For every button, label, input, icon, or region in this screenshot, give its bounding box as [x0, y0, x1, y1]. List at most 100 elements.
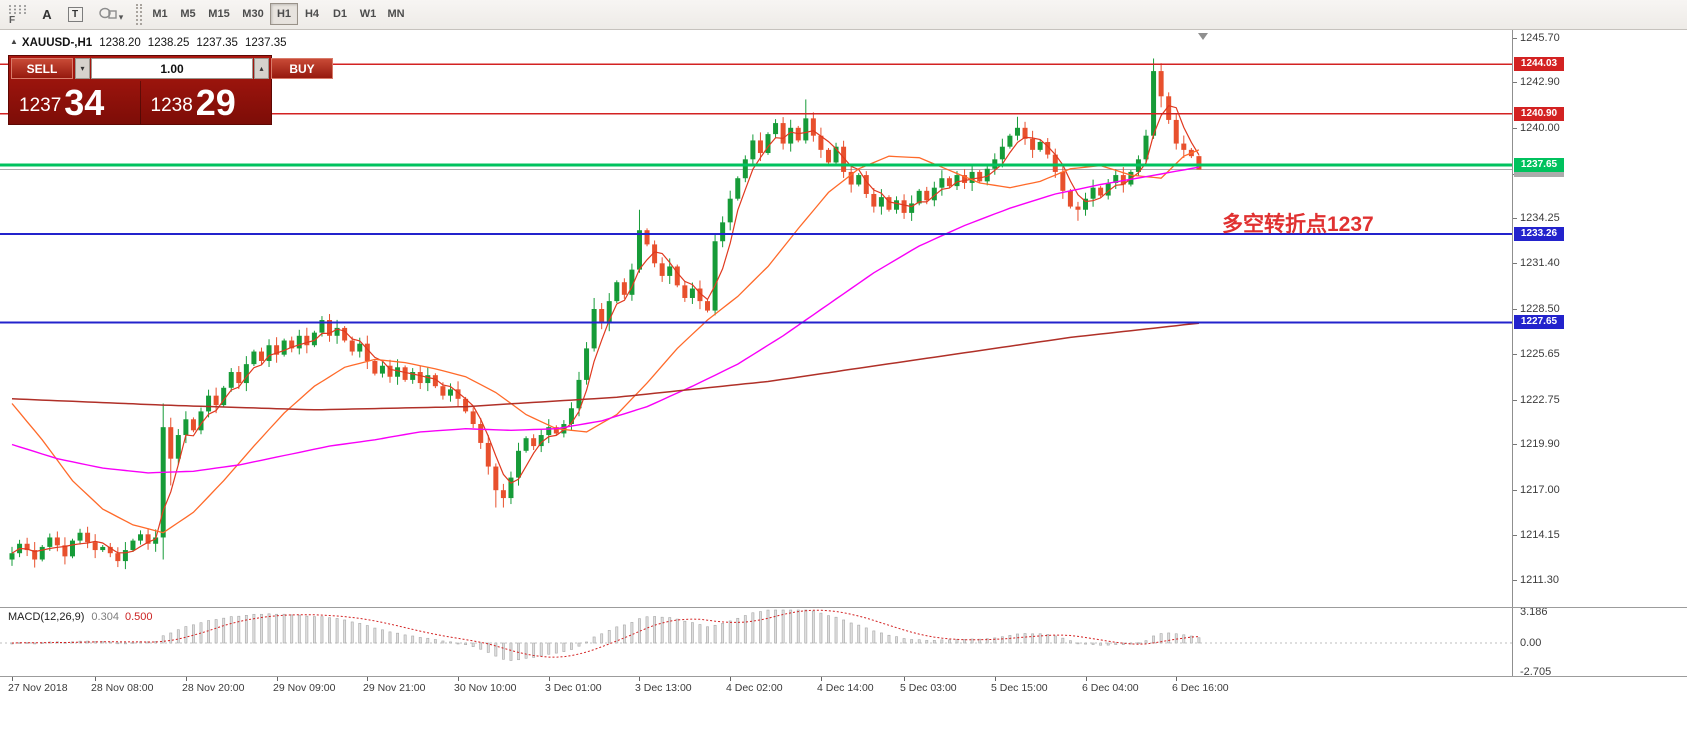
macd-signal-line	[11, 609, 1199, 658]
price-axis-label: 1231.40	[1520, 257, 1560, 269]
price-axis[interactable]: 1245.701242.901240.001237.101234.251231.…	[1512, 30, 1687, 678]
toolbar: F A T ▾ M1 M5 M15 M30 H1 H4 D1 W1 MN	[0, 0, 1687, 30]
time-axis-label: 28 Nov 08:00	[91, 682, 154, 694]
timeframe-m15[interactable]: M15	[202, 3, 236, 25]
price-axis-tick	[1513, 444, 1517, 445]
price-axis-label: 1242.90	[1520, 76, 1560, 88]
time-axis-tick	[1176, 677, 1177, 681]
timeframe-h4[interactable]: H4	[298, 3, 326, 25]
timeframe-w1[interactable]: W1	[354, 3, 382, 25]
time-axis-tick	[821, 677, 822, 681]
timeframe-d1[interactable]: D1	[326, 3, 354, 25]
price-tag: 1237.65	[1514, 158, 1564, 172]
shapes-tool-button[interactable]: ▾	[92, 3, 130, 25]
timeframe-m5[interactable]: M5	[174, 3, 202, 25]
time-axis-tick	[639, 677, 640, 681]
price-axis-label: 1217.00	[1520, 484, 1560, 496]
price-axis-tick	[1513, 263, 1517, 264]
price-chart-svg[interactable]	[0, 30, 1512, 608]
price-axis-tick	[1513, 82, 1517, 83]
chart-annotation-text[interactable]: 多空转折点1237	[1222, 213, 1374, 236]
text-frame-letter: T	[71, 8, 79, 20]
chart-window-icon: ▲	[10, 37, 18, 46]
ohlc-high: 1238.25	[147, 37, 190, 49]
time-axis-label: 6 Dec 16:00	[1172, 682, 1229, 694]
volume-input[interactable]	[91, 58, 253, 79]
time-axis-tick	[1086, 677, 1087, 681]
timeframe-mn[interactable]: MN	[382, 3, 410, 25]
timeframe-h1[interactable]: H1	[270, 3, 298, 25]
time-axis-tick	[12, 677, 13, 681]
symbol-period-label: XAUUSD-,H1	[21, 37, 93, 49]
text-tool-button[interactable]: A	[36, 3, 58, 25]
crosshair-tool-button[interactable]	[4, 2, 32, 17]
macd-histogram	[10, 609, 1201, 661]
price-axis-label: 1234.25	[1520, 212, 1560, 224]
time-axis-label: 29 Nov 09:00	[273, 682, 336, 694]
ma-slow-darkred	[11, 322, 1199, 411]
time-axis[interactable]: 27 Nov 2018 28 Nov 08:00 28 Nov 20:00 29 No…	[0, 677, 1687, 703]
ma-magenta	[11, 166, 1200, 474]
volume-increase-button[interactable]: ▴	[254, 58, 269, 79]
ohlc-low: 1237.35	[196, 37, 238, 49]
time-axis-tick	[549, 677, 550, 681]
time-axis-label: 28 Nov 20:00	[182, 682, 245, 694]
timeframe-m1[interactable]: M1	[146, 3, 174, 25]
price-axis-label: 1222.75	[1520, 394, 1560, 406]
macd-axis-label: -2.705	[1520, 666, 1552, 678]
time-axis-tick	[458, 677, 459, 681]
ask-pips: 29	[195, 82, 236, 124]
trade-buttons-row: SELL ▾ ▴ BUY	[9, 56, 333, 81]
shapes-dropdown-arrow-icon: ▾	[118, 11, 124, 22]
time-axis-tick	[904, 677, 905, 681]
macd-axis-label: 3.186	[1520, 606, 1548, 618]
chart-shift-marker[interactable]	[1198, 33, 1208, 40]
chart-ohlc-header: ▲ XAUUSD-,H1 1238.20 1238.25 1237.35 1237.35	[10, 37, 287, 49]
toolbar-f-label: F	[9, 15, 16, 26]
price-axis-label: 1240.00	[1520, 122, 1560, 134]
buy-button[interactable]: BUY	[271, 58, 333, 79]
volume-decrease-button[interactable]: ▾	[75, 58, 90, 79]
price-tag: 1233.26	[1514, 227, 1564, 241]
time-axis-tick	[995, 677, 996, 681]
time-axis-tick	[367, 677, 368, 681]
price-axis-tick	[1513, 490, 1517, 491]
timeframe-m30[interactable]: M30	[236, 3, 270, 25]
price-axis-label: 1225.65	[1520, 348, 1560, 360]
ma-fast-red	[11, 105, 1200, 554]
price-axis-tick	[1513, 128, 1517, 129]
price-axis-tick	[1513, 535, 1517, 536]
macd-main-value: 0.304	[91, 611, 119, 623]
text-tool-label: A	[42, 6, 52, 22]
price-axis-tick	[1513, 38, 1517, 39]
ohlc-close: 1237.35	[244, 37, 287, 49]
candles	[9, 58, 1202, 570]
text-frame-icon: T	[67, 6, 83, 22]
macd-signal-value: 0.500	[124, 611, 153, 623]
time-axis-label: 4 Dec 02:00	[726, 682, 783, 694]
macd-indicator-label: MACD(12,26,9) 0.304 0.500	[8, 611, 152, 623]
ohlc-open: 1238.20	[99, 37, 141, 49]
pane-divider[interactable]	[0, 607, 1687, 608]
sell-button[interactable]: SELL	[11, 58, 73, 79]
text-label-tool-button[interactable]: T	[62, 3, 88, 25]
chart-canvas[interactable]: ▲ XAUUSD-,H1 1238.20 1238.25 1237.35 1237.35 …	[0, 30, 1512, 608]
time-axis-label: 5 Dec 03:00	[900, 682, 957, 694]
price-axis-label: 1228.50	[1520, 303, 1560, 315]
bid-price-display: 1237 34	[9, 81, 140, 124]
macd-pane[interactable]	[0, 608, 1512, 676]
time-axis-label: 29 Nov 21:00	[363, 682, 426, 694]
ask-integer: 1238	[150, 95, 193, 116]
macd-svg	[0, 609, 1512, 661]
price-axis-label: 1219.90	[1520, 438, 1560, 450]
shapes-icon	[99, 7, 117, 19]
toolbar-grip[interactable]	[136, 4, 142, 25]
price-axis-label: 1211.30	[1520, 574, 1559, 586]
quote-row: 1237 34 1238 29	[9, 81, 271, 124]
time-axis-label: 5 Dec 15:00	[991, 682, 1048, 694]
timeframe-toolbar: M1 M5 M15 M30 H1 H4 D1 W1 MN	[146, 3, 410, 27]
price-axis-label: 1245.70	[1520, 32, 1560, 44]
bid-integer: 1237	[19, 95, 62, 116]
price-axis-label: 1214.15	[1520, 529, 1560, 541]
